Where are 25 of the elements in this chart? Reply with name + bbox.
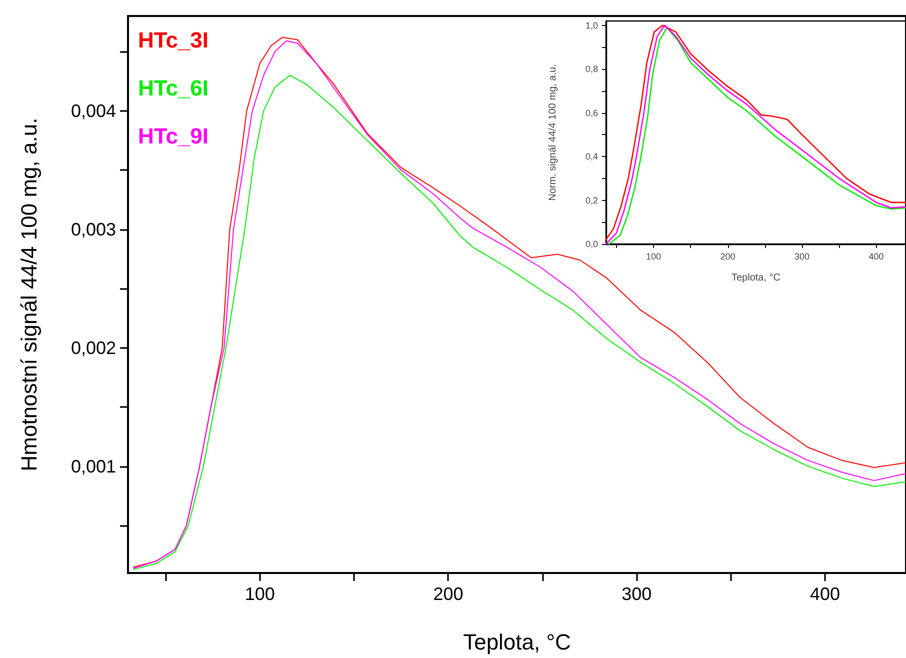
x-tick-label: 200 xyxy=(720,252,736,262)
text: HTc_6I xyxy=(138,76,209,100)
x-axis-title: Teplota, °C xyxy=(731,272,781,284)
y-tick-label: 0,0 xyxy=(585,239,598,249)
y-tick-label: 0,004 xyxy=(70,100,116,121)
x-tick-label: 300 xyxy=(794,252,810,262)
text: HTc_3I xyxy=(138,28,209,52)
series-label: HTc_9I xyxy=(138,124,209,148)
y-tick-label: 0,8 xyxy=(585,64,598,74)
x-tick-label: 400 xyxy=(810,584,840,604)
y-tick-label: 0,6 xyxy=(585,108,598,118)
x-tick-label: 100 xyxy=(646,252,662,262)
x-tick-label: 100 xyxy=(244,584,275,604)
y-axis-title: Norm. signál 44/4 100 mg, a.u. xyxy=(548,64,558,201)
y-tick-label: 0,002 xyxy=(70,338,116,358)
x-tick-label: 300 xyxy=(622,584,652,604)
y-tick-label: 0,4 xyxy=(585,152,598,162)
y-tick-label: 0,001 xyxy=(70,456,116,476)
y-tick-label: 0,2 xyxy=(585,195,598,206)
x-tick-label: 200 xyxy=(433,584,464,604)
y-tick-label: 1,0 xyxy=(585,20,598,30)
y-tick-label: 0,003 xyxy=(70,219,116,240)
x-axis-title: Teplota, °C xyxy=(463,630,572,654)
x-tick-label: 400 xyxy=(868,252,884,262)
y-axis-title: Hmotnostní signál 44/4 100 mg, a.u. xyxy=(16,118,42,472)
